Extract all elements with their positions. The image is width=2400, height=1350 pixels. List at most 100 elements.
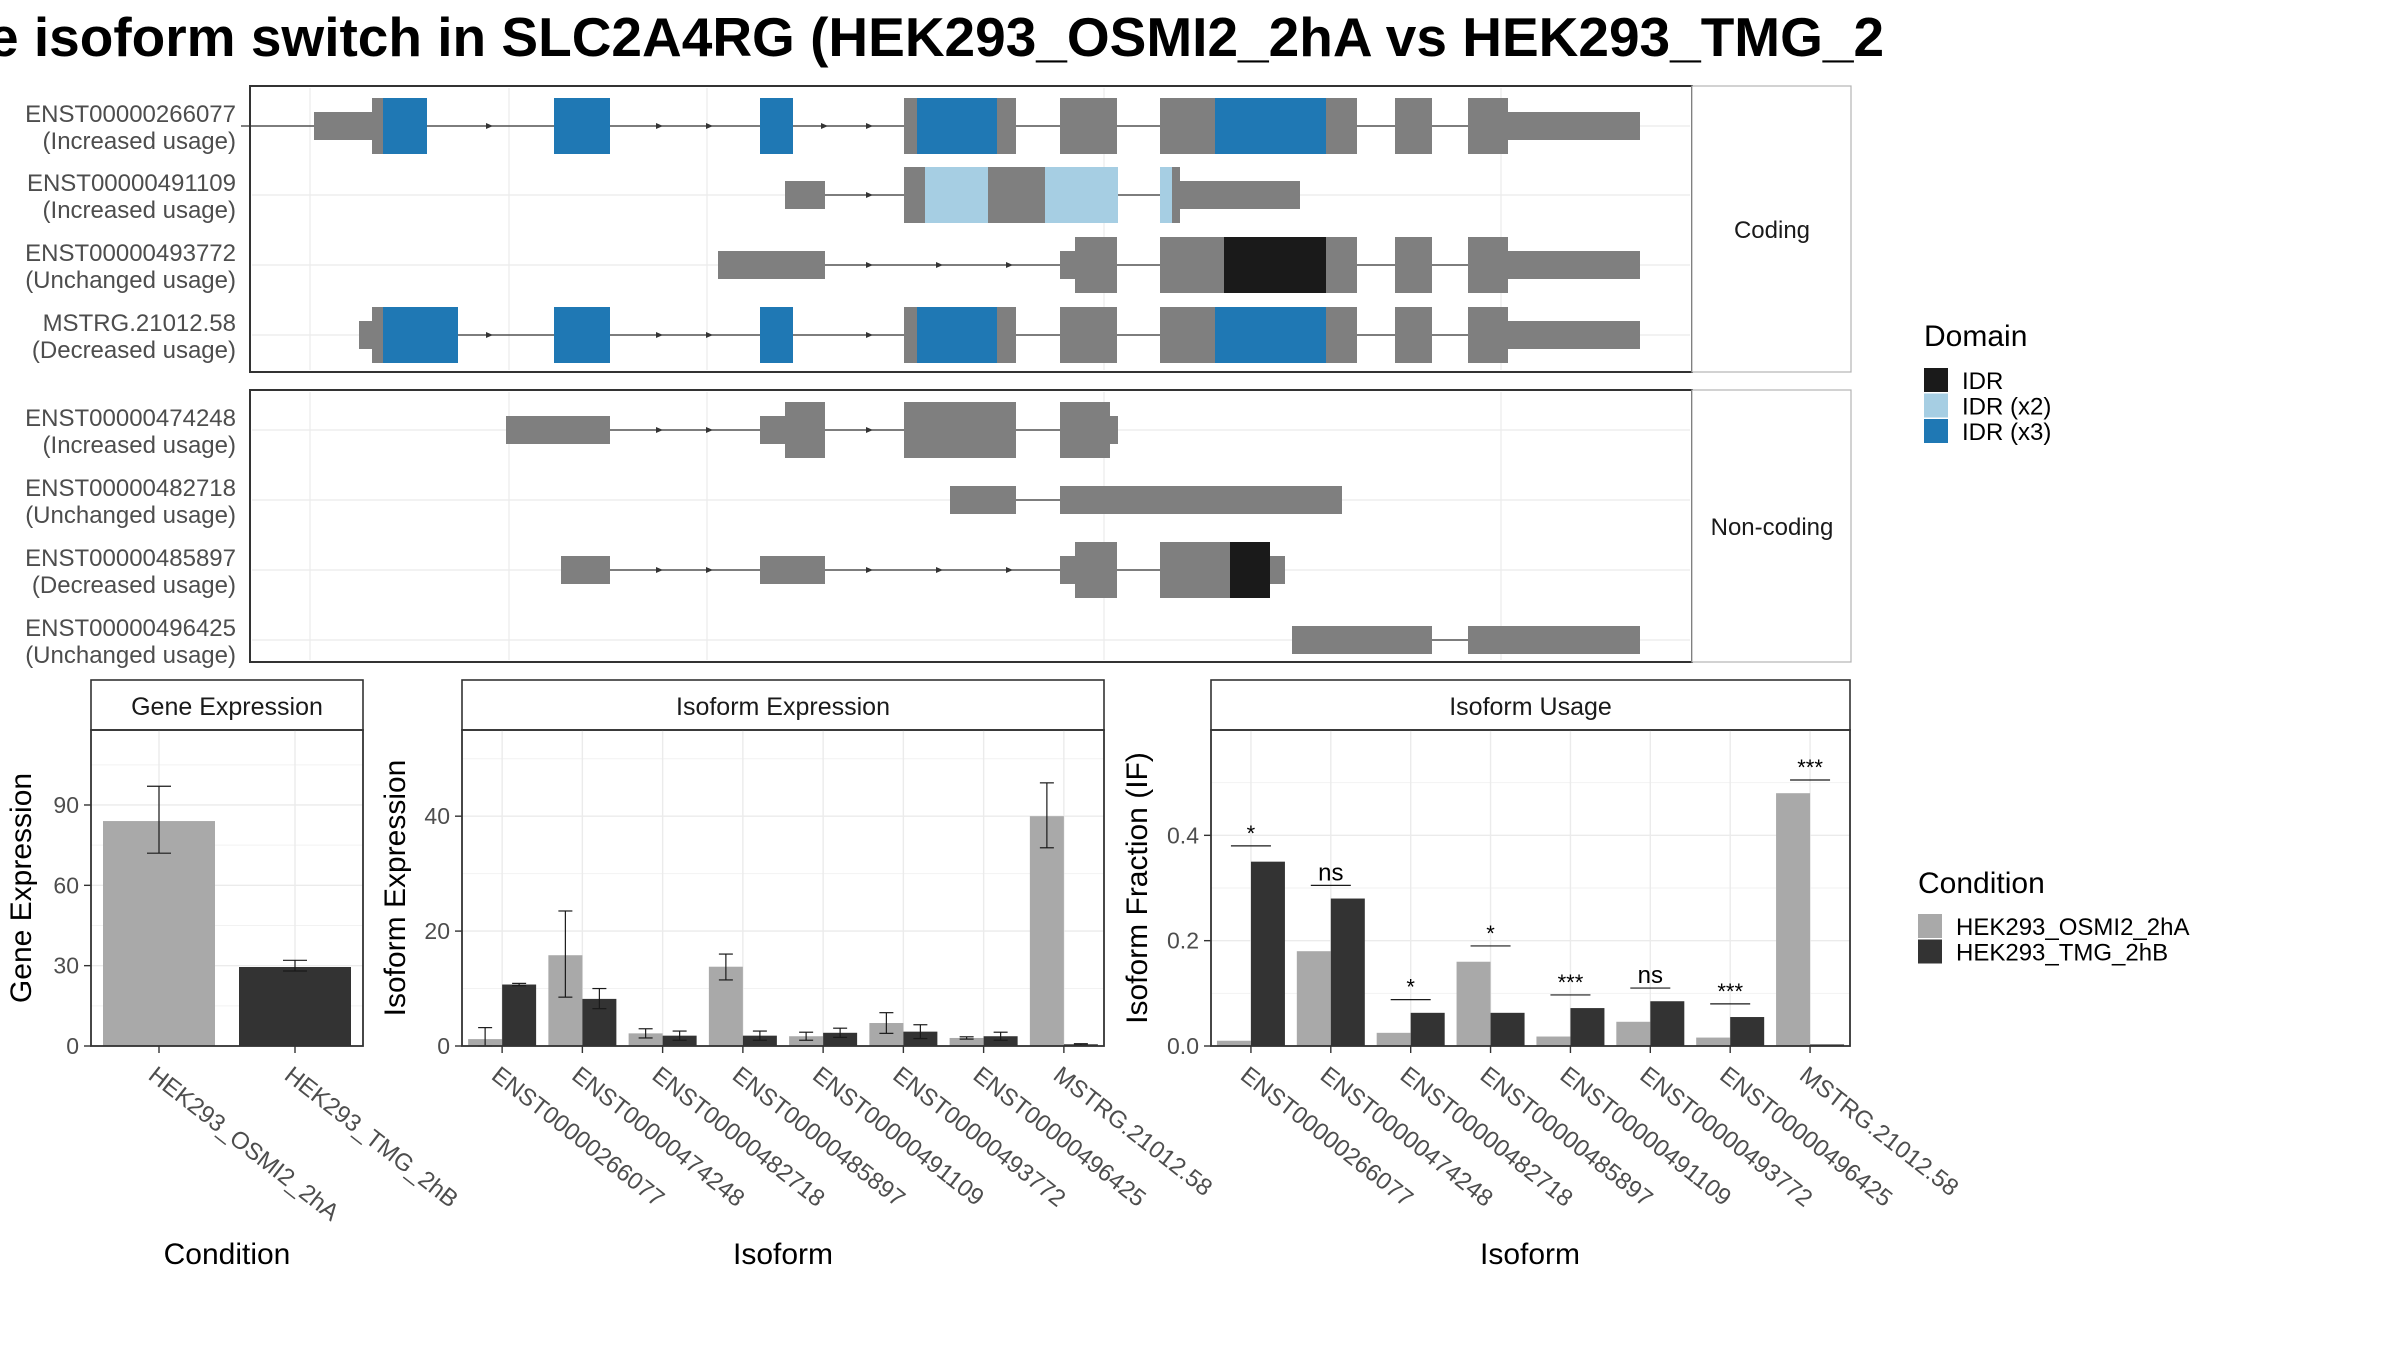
strand-arrow [656, 427, 663, 433]
domain-block [917, 307, 997, 363]
significance-label: * [1486, 921, 1495, 946]
utr-exon [1060, 486, 1342, 514]
coding-exon [1395, 237, 1432, 293]
bar [1029, 816, 1064, 1046]
y-tick-label: 0 [66, 1033, 79, 1059]
strand-arrow [706, 427, 713, 433]
significance-label: * [1406, 975, 1415, 1000]
coding-exon [1060, 402, 1110, 458]
strand-arrow [656, 332, 663, 338]
figure-title: e isoform switch in SLC2A4RG (HEK293_OSM… [0, 6, 1884, 68]
transcript-usage-label: (Increased usage) [43, 128, 236, 155]
coding-exon [904, 402, 1016, 458]
bar [1376, 1032, 1411, 1046]
bar [628, 1033, 663, 1046]
y-tick-label: 90 [53, 792, 79, 818]
transcript-usage-label: (Unchanged usage) [25, 642, 236, 669]
transcript-id-label: ENST00000485897 [25, 545, 236, 572]
transcript-id-label: ENST00000493772 [25, 240, 236, 267]
condition-legend-title: Condition [1918, 867, 2045, 900]
legend-label: IDR (x2) [1962, 394, 2051, 421]
coding-exon [1075, 237, 1117, 293]
domain-block [383, 98, 427, 154]
strand-arrow [936, 262, 943, 268]
domain-legend-title: Domain [1924, 320, 2027, 353]
domain-block [1215, 307, 1326, 363]
noncoding-strip [1691, 389, 1852, 663]
utr-exon [718, 251, 825, 279]
strand-arrow [866, 332, 873, 338]
strand-arrow [706, 567, 713, 573]
strand-arrow [866, 262, 873, 268]
significance-label: *** [1797, 755, 1823, 780]
panel-title: Isoform Usage [1449, 693, 1612, 721]
transcript-usage-label: (Increased usage) [43, 432, 236, 459]
legend-key [1918, 914, 1942, 938]
utr-exon [1508, 251, 1640, 279]
transcript-usage-label: (Decreased usage) [32, 337, 236, 364]
strand-arrow [936, 567, 943, 573]
panel-frame [1210, 729, 1851, 1047]
y-tick-label: 60 [53, 872, 79, 898]
transcript-id-label: ENST00000491109 [27, 170, 236, 197]
y-tick-label: 0 [437, 1033, 450, 1059]
domain-block [1160, 167, 1172, 223]
significance-label: ns [1318, 859, 1343, 886]
y-axis-title: Isoform Expression [379, 760, 412, 1017]
utr-exon [950, 486, 1016, 514]
utr-exon [1468, 626, 1640, 654]
utr-exon [1060, 556, 1075, 584]
panel-header-strip [90, 679, 364, 731]
strand-arrow [486, 123, 493, 129]
domain-block [1230, 542, 1270, 598]
panel-header-strip [1210, 679, 1851, 731]
bar [1410, 1012, 1445, 1046]
coding-exon [1468, 237, 1508, 293]
bar [869, 1023, 904, 1046]
bar [1776, 793, 1811, 1046]
x-axis-title: Isoform [733, 1238, 833, 1271]
strand-arrow [656, 567, 663, 573]
coding-exon [785, 402, 825, 458]
panel-frame [461, 729, 1105, 1047]
utr-exon [1508, 321, 1640, 349]
bar [103, 821, 215, 1046]
transcript-id-label: MSTRG.21012.58 [43, 310, 236, 337]
coding-strip [1691, 85, 1852, 373]
domain-block [383, 307, 458, 363]
domain-block [1045, 167, 1118, 223]
x-axis-title: Isoform [1480, 1238, 1580, 1271]
bar [1216, 1040, 1251, 1046]
coding-exon [1060, 98, 1117, 154]
bar [1490, 1012, 1525, 1046]
utr-exon [1508, 112, 1640, 140]
bar [502, 984, 537, 1046]
strand-arrow [706, 123, 713, 129]
domain-block [1224, 237, 1326, 293]
legend-label: IDR (x3) [1962, 419, 2051, 446]
utr-exon [1180, 181, 1300, 209]
domain-block [760, 307, 793, 363]
domain-block [760, 98, 793, 154]
coding-exon [1395, 307, 1432, 363]
strand-arrow [486, 332, 493, 338]
legend-key [1924, 368, 1948, 392]
bar [1650, 1001, 1685, 1046]
panel-title: Gene Expression [131, 693, 323, 721]
isoform-expression-panel: Isoform Expression02040ENST00000266077EN… [379, 679, 1217, 1271]
utr-exon [561, 556, 610, 584]
strand-arrow [1006, 262, 1013, 268]
coding-exon [1060, 307, 1117, 363]
bar [1330, 898, 1365, 1046]
bar [949, 1037, 984, 1046]
coding-exon [1468, 307, 1508, 363]
transcript-labels: ENST00000266077(Increased usage)ENST0000… [25, 101, 236, 669]
y-tick-label: 0.4 [1167, 822, 1199, 848]
transcript-usage-label: (Decreased usage) [32, 572, 236, 599]
significance-label: *** [1558, 970, 1584, 995]
bar [983, 1036, 1018, 1046]
transcript-id-label: ENST00000266077 [25, 101, 236, 128]
utr-exon [506, 416, 610, 444]
bar [1696, 1037, 1731, 1046]
